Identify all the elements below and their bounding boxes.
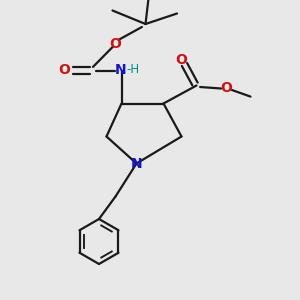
Text: -H: -H (126, 63, 140, 76)
Text: N: N (131, 157, 142, 171)
Text: N: N (115, 63, 127, 77)
Text: O: O (110, 37, 122, 50)
Text: O: O (58, 64, 70, 77)
Text: O: O (176, 53, 188, 67)
Text: O: O (220, 82, 232, 95)
